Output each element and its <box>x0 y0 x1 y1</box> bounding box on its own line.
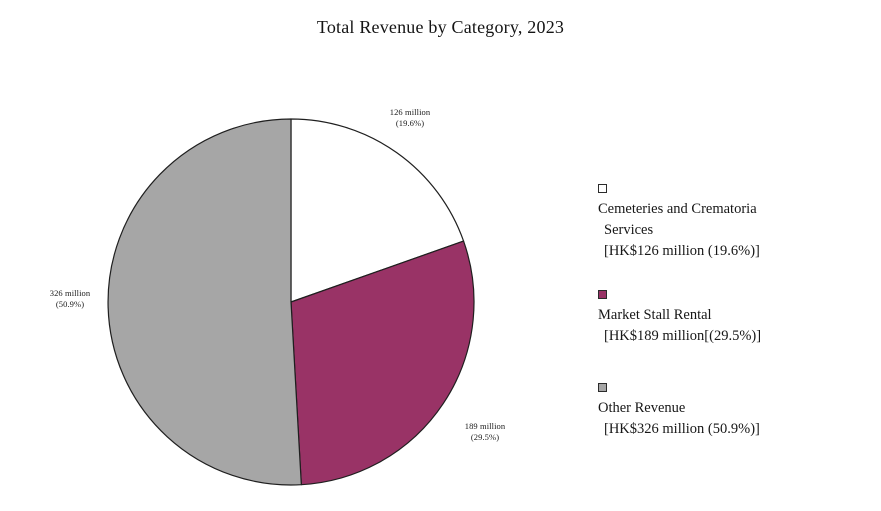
pie-svg <box>107 118 475 486</box>
legend-label-line-1: Cemeteries and Crematoria <box>598 201 757 217</box>
legend-entry-text: Other Revenue [HK$326 million (50.9%)] <box>598 398 873 440</box>
slice-label-value: 326 million <box>49 288 91 298</box>
legend-swatch-icon <box>598 383 607 392</box>
legend-swatch-icon <box>598 184 607 193</box>
pie-slice-other-revenue[interactable] <box>107 118 302 486</box>
legend-swatch-icon <box>598 290 607 299</box>
slice-label-value: 126 million <box>389 107 431 117</box>
legend-label-line-1: Other Revenue <box>598 400 686 416</box>
legend-label-line-2: [HK$189 million[(29.5%)] <box>604 328 762 344</box>
legend-entry-cemeteries-and-crematoria-services[interactable]: Cemeteries and Crematoria Services [HK$1… <box>598 178 873 262</box>
slice-label-market-stall-rental: 189 million (29.5%) <box>427 421 543 443</box>
slice-label-percent: (29.5%) <box>470 432 500 442</box>
pie-plot-area: 126 million (19.6%) 326 million (50.9%) … <box>12 107 543 486</box>
legend-label-line-3: [HK$126 million (19.6%)] <box>604 243 760 259</box>
slice-label-cemeteries-and-crematoria-services: 126 million (19.6%) <box>352 107 468 129</box>
legend-label-line-2: Services <box>604 222 654 238</box>
legend-entry-text: Cemeteries and Crematoria Services [HK$1… <box>598 199 873 262</box>
legend-label-line-1: Market Stall Rental <box>598 307 712 323</box>
slice-label-other-revenue: 326 million (50.9%) <box>12 288 128 310</box>
legend-entry-other-revenue[interactable]: Other Revenue [HK$326 million (50.9%)] <box>598 377 873 440</box>
pie-slice-market-stall-rental[interactable] <box>290 240 475 486</box>
slice-label-percent: (50.9%) <box>55 299 85 309</box>
slice-label-percent: (19.6%) <box>395 118 425 128</box>
chart-title: Total Revenue by Category, 2023 <box>316 17 565 37</box>
legend-label-line-2: [HK$326 million (50.9%)] <box>604 421 760 437</box>
legend-entry-text: Market Stall Rental [HK$189 million[(29.… <box>598 305 873 347</box>
chart-legend: Cemeteries and Crematoria Services [HK$1… <box>598 178 873 440</box>
slice-label-value: 189 million <box>464 421 506 431</box>
legend-entry-market-stall-rental[interactable]: Market Stall Rental [HK$189 million[(29.… <box>598 284 873 347</box>
